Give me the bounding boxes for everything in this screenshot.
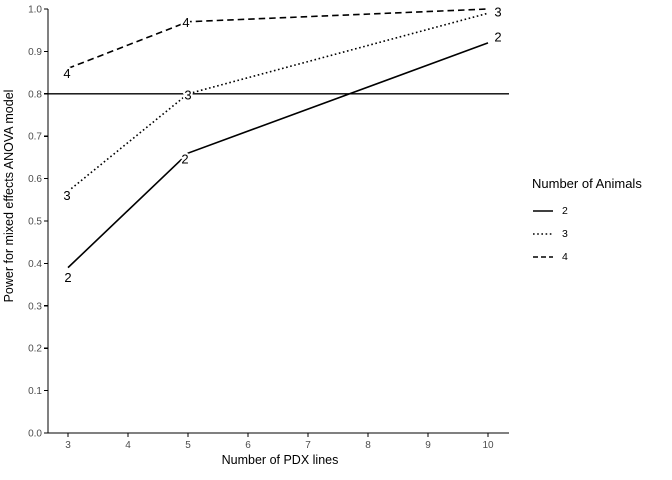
legend-entry-label: 2 [562, 204, 568, 217]
generated-plot-elements: 0.0 0.1 0.2 0.3 0.4 0.5 0.6 0.7 0.8 0.9 1.0 3 4 5 6 7 8 9… [28, 3, 509, 451]
y-tick-label: 0.6 [28, 174, 42, 185]
series-point-label-4: 4 [63, 66, 70, 81]
y-tick-label: 0.5 [28, 217, 42, 228]
x-tick-label: 3 [65, 440, 71, 451]
series-point-label-3: 3 [63, 188, 70, 203]
legend: Number of Animals 2 3 4 [532, 176, 670, 268]
legend-key-dotted-line [533, 232, 553, 235]
series-point-label-3: 3 [494, 5, 501, 20]
series-point-label-4: 4 [182, 15, 189, 30]
legend-key-solid-line [533, 209, 553, 212]
x-tick-label: 10 [482, 440, 494, 451]
legend-entry-label: 3 [562, 227, 568, 240]
legend-entry-3: 3 [532, 222, 670, 245]
legend-entry-4: 4 [532, 245, 670, 268]
series-point-label-3: 3 [184, 87, 191, 102]
y-tick-label: 0.8 [28, 89, 42, 100]
y-tick-label: 0.1 [28, 386, 42, 397]
legend-key-dashed-line [533, 255, 553, 258]
x-axis-title: Number of PDX lines [222, 453, 339, 467]
series-point-label-2: 2 [181, 152, 188, 167]
legend-entry-label: 4 [562, 250, 568, 263]
x-tick-label: 5 [185, 440, 191, 451]
series-point-label-2: 2 [64, 270, 71, 285]
y-tick-label: 0.2 [28, 344, 42, 355]
y-tick-label: 1.0 [28, 5, 42, 16]
series-line-2 [67, 42, 489, 269]
y-tick-label: 0.7 [28, 132, 42, 143]
y-tick-label: 0.3 [28, 301, 42, 312]
x-tick-label: 4 [125, 440, 131, 451]
y-tick-label: 0.4 [28, 259, 42, 270]
legend-entry-2: 2 [532, 199, 670, 222]
x-tick-label: 8 [365, 440, 371, 451]
series-point-label-2: 2 [494, 29, 501, 44]
legend-items: 2 3 4 [532, 199, 670, 268]
y-tick-label: 0.0 [28, 429, 42, 440]
series-line-4 [67, 8, 489, 70]
legend-title: Number of Animals [532, 176, 642, 191]
x-tick-label: 9 [425, 440, 431, 451]
x-tick-label: 7 [305, 440, 311, 451]
x-tick-label: 6 [245, 440, 251, 451]
series-line-3 [67, 12, 489, 192]
y-axis-title: Power for mixed effects ANOVA model [2, 90, 16, 303]
y-tick-label: 0.9 [28, 47, 42, 58]
